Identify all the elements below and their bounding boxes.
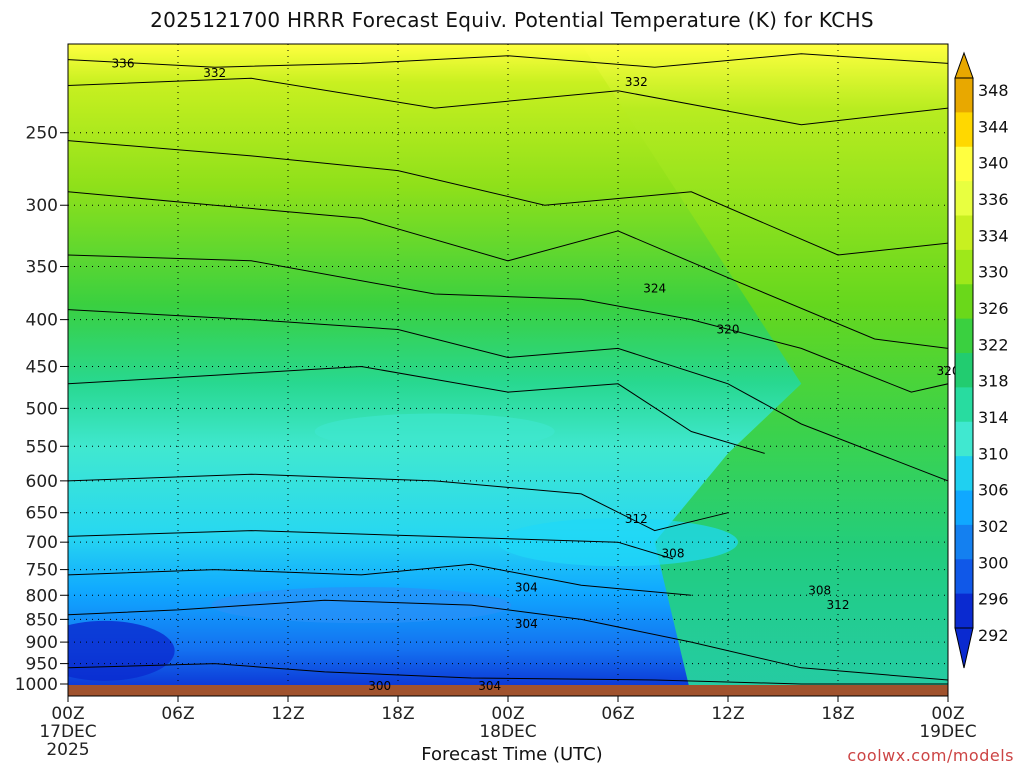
y-tick-label: 800: [26, 586, 58, 606]
y-tick-label: 750: [26, 561, 58, 581]
colorbar-label: 336: [978, 190, 1009, 209]
colorbar-segment: [955, 387, 973, 423]
colorbar-top-arrow: [954, 51, 974, 79]
y-tick-label: 700: [26, 533, 58, 553]
contour-line: [68, 473, 729, 532]
contour-label: 304: [478, 679, 501, 693]
x-tick-sublabel: 17DEC: [39, 722, 96, 742]
colorbar-label: 334: [978, 226, 1009, 245]
contour-label: 332: [625, 75, 648, 89]
contour-label: 336: [112, 56, 135, 70]
colorbar-label: 344: [978, 117, 1009, 136]
contour-label: 324: [643, 282, 666, 296]
colorbar-segment: [955, 112, 973, 148]
contour-label: 300: [368, 679, 391, 693]
colorbar-segment: [955, 78, 973, 113]
contour-label: 304: [515, 617, 538, 631]
theta-e-field: [68, 44, 948, 696]
x-tick-label: 18Z: [381, 704, 414, 724]
colorbar-label: 306: [978, 481, 1009, 500]
contour-line: [68, 663, 948, 685]
ground-layer: [68, 685, 948, 696]
y-tick-label: 550: [26, 437, 58, 457]
colorbar-segment: [955, 181, 973, 216]
colorbar-segment: [955, 559, 973, 595]
y-tick-label: 1000: [15, 675, 58, 695]
chart-title: 2025121700 HRRR Forecast Equiv. Potentia…: [150, 8, 874, 32]
colorbar-label: 322: [978, 335, 1009, 354]
credit-text: coolwx.com/models: [847, 746, 1014, 765]
colorbar-segment: [955, 215, 973, 251]
contour-line: [68, 191, 948, 349]
field-blob: [211, 587, 512, 624]
y-tick-label: 500: [26, 399, 58, 419]
colorbar-label: 302: [978, 517, 1009, 536]
contour-line: [68, 530, 674, 560]
x-tick-label: 12Z: [711, 704, 744, 724]
y-tick-label: 250: [26, 124, 58, 144]
contour-label: 308: [808, 583, 831, 597]
y-tick-label: 650: [26, 504, 58, 524]
contour-label: 312: [625, 512, 648, 526]
colorbar-segment: [955, 593, 973, 629]
colorbar-segment: [955, 146, 973, 182]
colorbar-segment: [955, 524, 973, 560]
y-tick-label: 600: [26, 472, 58, 492]
x-tick-sublabel: 2025: [46, 740, 89, 760]
x-tick-label: 00Z: [51, 704, 84, 724]
x-tick-label: 00Z: [491, 704, 524, 724]
y-tick-label: 950: [26, 655, 58, 675]
contour-label: 312: [827, 598, 850, 612]
x-tick-label: 06Z: [601, 704, 634, 724]
y-axis: 250 300 350 400 450 500 550 600 650 700 750 800 850 9…: [15, 124, 68, 695]
colorbar-label: 310: [978, 444, 1009, 463]
x-axis-title: Forecast Time (UTC): [421, 744, 603, 765]
colorbar-label: 330: [978, 263, 1009, 282]
contour-line: [68, 309, 948, 482]
colorbar-label: 340: [978, 154, 1009, 173]
colorbar-label: 348: [978, 81, 1009, 100]
colorbar-segment: [955, 490, 973, 526]
colorbar-bottom-arrow: [954, 627, 974, 669]
x-tick-sublabel: 19DEC: [919, 722, 976, 742]
contour-label: 320: [717, 322, 740, 336]
y-tick-label: 850: [26, 610, 58, 630]
contour-line: [68, 53, 948, 68]
y-tick-label: 350: [26, 258, 58, 278]
colorbar-segment: [955, 249, 973, 285]
colorbar-label: 318: [978, 372, 1009, 391]
field-blob: [314, 413, 555, 450]
x-tick-label: 00Z: [931, 704, 964, 724]
colorbar-segment: [955, 318, 973, 354]
contour-label: 308: [662, 546, 685, 560]
y-tick-label: 300: [26, 196, 58, 216]
colorbar-segment: [955, 421, 973, 457]
colorbar-label: 326: [978, 299, 1009, 318]
y-tick-label: 400: [26, 311, 58, 331]
colorbar-segment: [955, 284, 973, 320]
y-tick-label: 450: [26, 357, 58, 377]
contour-label: 304: [515, 581, 538, 595]
colorbar-label: 292: [978, 626, 1009, 645]
y-tick-label: 900: [26, 633, 58, 653]
contour-labels: 3363323323363323243203243283203163203163…: [112, 56, 960, 693]
contour-line: [68, 254, 948, 393]
colorbar-label: 314: [978, 408, 1009, 427]
colorbar-label: 300: [978, 553, 1009, 572]
x-tick-label: 06Z: [161, 704, 194, 724]
colorbar-segment: [955, 353, 973, 388]
contour-line: [68, 77, 948, 126]
contour-label: 332: [203, 66, 226, 80]
colorbar: 348 344 340 336 334 330 326 322 318 314 310 306 302 3…: [954, 51, 1009, 669]
x-tick-sublabel: 18DEC: [479, 722, 536, 742]
x-tick-label: 12Z: [271, 704, 304, 724]
colorbar-segment: [955, 456, 973, 491]
colorbar-label: 296: [978, 590, 1009, 609]
x-tick-label: 18Z: [821, 704, 854, 724]
